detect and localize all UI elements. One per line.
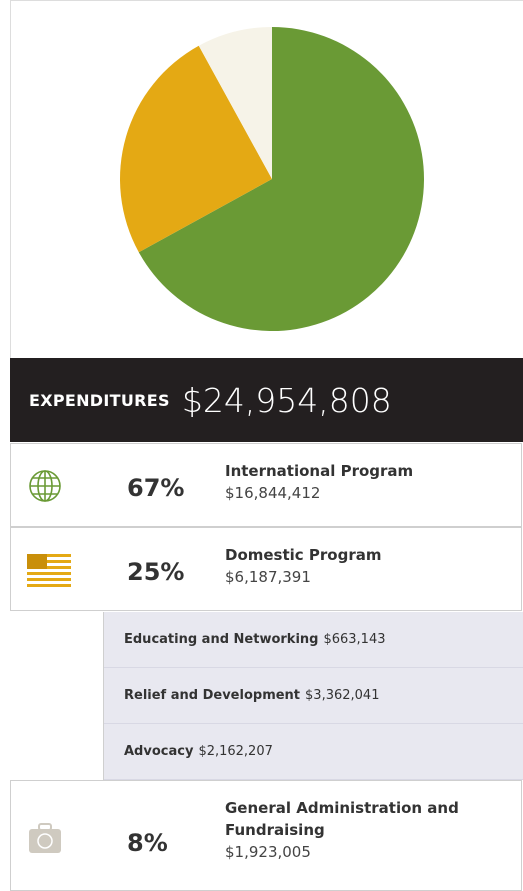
item-name: International Program bbox=[225, 462, 414, 480]
item-percent: 67% bbox=[127, 474, 185, 502]
item-row: 8% General Administration and Fundraisin… bbox=[10, 780, 522, 891]
pie-chart bbox=[119, 27, 424, 332]
sub-item-amount: $2,162,207 bbox=[198, 744, 273, 759]
total-value: $24,954,808 bbox=[181, 380, 392, 420]
sub-item-name: Educating and Networking bbox=[124, 632, 319, 647]
flag-icon bbox=[27, 554, 71, 587]
sub-item: Advocacy $2,162,207 bbox=[104, 724, 523, 780]
sub-item-amount: $3,362,041 bbox=[305, 688, 380, 703]
item-name: Domestic Program bbox=[225, 546, 382, 564]
pie-slice bbox=[119, 45, 272, 253]
sub-item: Relief and Development $3,362,041 bbox=[104, 668, 523, 724]
total-label: EXPENDITURES bbox=[29, 390, 170, 410]
item-name: General Administration and Fundraising bbox=[225, 799, 459, 839]
item-amount: $6,187,391 bbox=[225, 568, 311, 586]
chart-frame bbox=[10, 0, 523, 358]
item-amount: $1,923,005 bbox=[225, 843, 311, 861]
item-percent: 25% bbox=[127, 558, 185, 586]
pie-slice bbox=[198, 27, 272, 179]
sub-items: Educating and Networking $663,143 Relief … bbox=[103, 612, 523, 780]
sub-item-amount: $663,143 bbox=[323, 632, 386, 647]
item-percent: 8% bbox=[127, 829, 168, 857]
globe-icon bbox=[29, 470, 61, 502]
pie-slice bbox=[138, 27, 424, 332]
sub-item-name: Advocacy bbox=[124, 744, 194, 759]
item-row: 67% International Program $16,844,412 bbox=[10, 443, 522, 527]
item-row: 25% Domestic Program $6,187,391 bbox=[10, 527, 522, 611]
sub-item: Educating and Networking $663,143 bbox=[104, 612, 523, 668]
sub-item-name: Relief and Development bbox=[124, 688, 301, 703]
item-amount: $16,844,412 bbox=[225, 484, 321, 502]
briefcase-icon bbox=[29, 823, 61, 853]
total-bar: EXPENDITURES $24,954,808 bbox=[10, 358, 523, 442]
